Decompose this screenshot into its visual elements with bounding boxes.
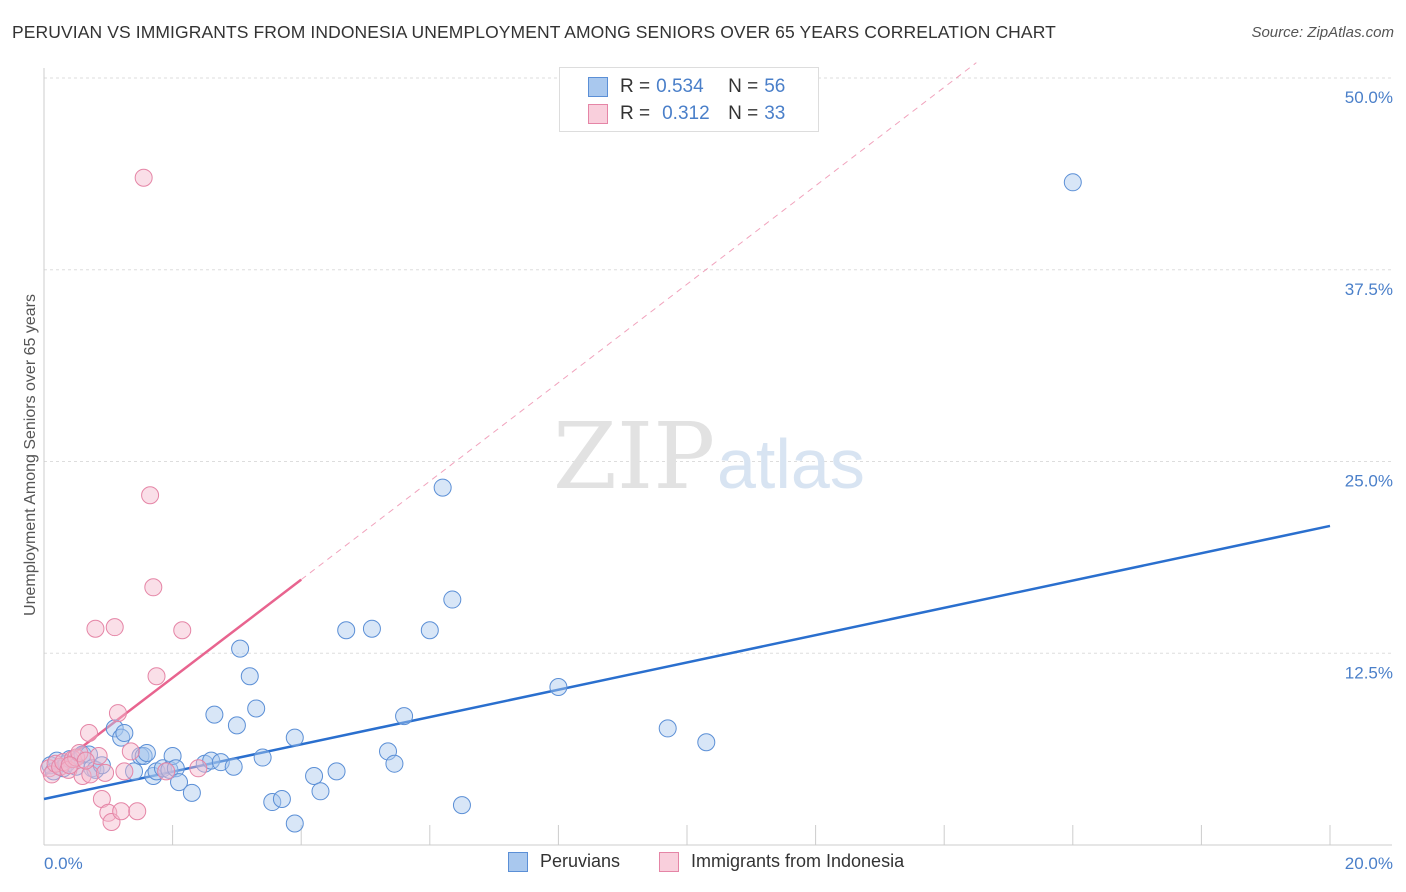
point-indonesia [128, 802, 147, 821]
watermark-atlas: atlas [717, 425, 865, 503]
point-peruvians [247, 699, 266, 718]
point-indonesia [141, 486, 160, 505]
point-peruvians [137, 743, 156, 762]
point-peruvians [125, 762, 144, 781]
point-indonesia [105, 618, 124, 637]
point-peruvians [272, 789, 291, 808]
point-peruvians [240, 667, 259, 686]
trendline-peruvians [43, 524, 1331, 801]
point-peruvians [153, 759, 172, 778]
n-value: 33 [764, 103, 786, 124]
point-peruvians [395, 707, 414, 726]
point-peruvians [285, 814, 304, 833]
trendlines [43, 62, 1331, 801]
point-peruvians [227, 716, 246, 735]
point-indonesia [134, 168, 153, 187]
point-peruvians [115, 724, 134, 743]
point-peruvians [311, 782, 330, 801]
point-peruvians [166, 759, 185, 778]
point-indonesia [108, 704, 127, 723]
stats-legend: R = 0.534 N = 56 R = 0.312 N = 33 [559, 67, 819, 132]
point-peruvians [205, 705, 224, 724]
point-peruvians [263, 793, 282, 812]
point-peruvians [697, 733, 716, 752]
point-indonesia [189, 759, 208, 778]
point-peruvians [443, 590, 462, 609]
n-label: N = [728, 76, 759, 97]
watermark-zip: ZIP [553, 403, 715, 510]
y-tick-label: 37.5% [1345, 280, 1393, 299]
point-peruvians [452, 796, 471, 815]
legend-label-indonesia: Immigrants from Indonesia [691, 851, 905, 871]
point-indonesia [115, 762, 134, 781]
point-peruvians [420, 621, 439, 640]
blue-swatch [508, 851, 528, 872]
legend-label-peruvians: Peruvians [540, 851, 621, 871]
y-axis-label: Unemployment Among Seniors over 65 years [22, 294, 39, 616]
y-tick-label: 25.0% [1345, 472, 1393, 491]
pink-swatch [588, 104, 608, 124]
data-points [40, 168, 1082, 833]
point-indonesia [96, 763, 115, 782]
point-indonesia [121, 742, 140, 761]
blue-swatch [588, 77, 608, 97]
point-peruvians [105, 719, 124, 738]
point-indonesia [60, 756, 79, 775]
chart-title: PERUVIAN VS IMMIGRANTS FROM INDONESIA UN… [12, 22, 1056, 42]
trendline-indonesia [43, 578, 302, 777]
grid [44, 77, 1392, 654]
legend-item-indonesia: Immigrants from Indonesia [659, 851, 904, 872]
legend-row-peruvians: R = 0.534 N = 56 [588, 75, 785, 99]
point-peruvians [285, 728, 304, 747]
point-peruvians [170, 773, 189, 792]
point-peruvians [362, 619, 381, 638]
n-value: 56 [764, 76, 786, 97]
legend-item-peruvians: Peruvians [508, 851, 620, 872]
point-peruvians [327, 762, 346, 781]
x-tick-label: 20.0% [1345, 854, 1393, 873]
point-peruvians [385, 754, 404, 773]
point-indonesia [70, 743, 89, 762]
point-indonesia [86, 619, 105, 638]
y-tick-label: 50.0% [1345, 88, 1393, 107]
point-peruvians [549, 677, 568, 696]
point-indonesia [73, 766, 92, 785]
point-peruvians [433, 478, 452, 497]
trendline-indonesia [300, 62, 977, 581]
point-indonesia [112, 802, 131, 821]
axes [43, 68, 1392, 846]
r-value: 0.534 [656, 76, 704, 97]
point-indonesia [157, 762, 176, 781]
pink-swatch [659, 851, 679, 872]
point-peruvians [160, 760, 179, 779]
bottom-legend: Peruvians Immigrants from Indonesia [0, 851, 1406, 877]
n-label: N = [728, 103, 759, 124]
point-indonesia [81, 765, 100, 784]
tick-labels: 12.5% 25.0% 37.5% 50.0% 0.0% 20.0% [44, 88, 1393, 873]
r-label: R = [620, 103, 651, 124]
point-peruvians [658, 719, 677, 738]
point-peruvians [253, 748, 272, 767]
point-peruvians [337, 621, 356, 640]
point-indonesia [76, 751, 95, 770]
legend-row-indonesia: R = 0.312 N = 33 [588, 102, 785, 126]
point-indonesia [80, 724, 99, 743]
point-peruvians [182, 783, 201, 802]
source-label: Source: ZipAtlas.com [1251, 24, 1394, 41]
r-label: R = [620, 76, 651, 97]
point-peruvians [305, 766, 324, 785]
point-peruvians [231, 639, 250, 658]
point-peruvians [1063, 173, 1082, 192]
point-indonesia [144, 578, 163, 597]
point-indonesia [173, 621, 192, 640]
point-peruvians [224, 757, 243, 776]
point-indonesia [147, 667, 166, 686]
y-tick-label: 12.5% [1345, 663, 1393, 682]
x-tick-label: 0.0% [44, 854, 83, 873]
r-value: 0.312 [662, 103, 710, 124]
